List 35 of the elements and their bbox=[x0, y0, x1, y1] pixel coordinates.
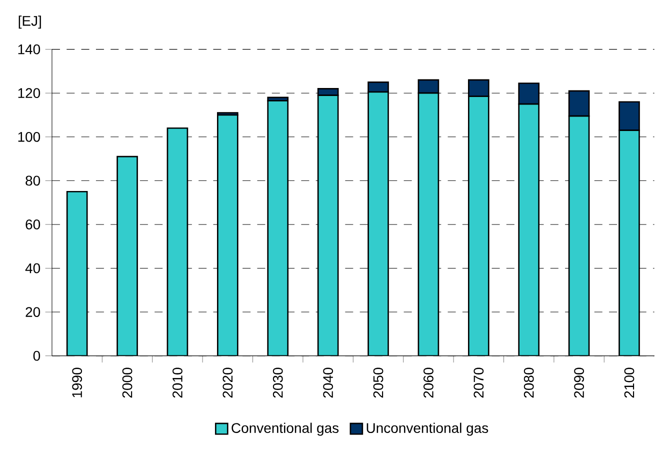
x-tick-label: 2070 bbox=[474, 368, 484, 398]
y-tick-label: 20 bbox=[26, 306, 40, 317]
legend-label: Unconventional gas bbox=[366, 422, 488, 436]
bar bbox=[66, 190, 88, 356]
bar bbox=[116, 156, 138, 356]
y-axis-title: [EJ] bbox=[18, 15, 41, 28]
x-tick-label: 2060 bbox=[424, 368, 434, 398]
bar bbox=[518, 103, 540, 356]
x-tick-label: 2050 bbox=[373, 368, 384, 398]
bar bbox=[368, 91, 389, 356]
y-tick-label: 80 bbox=[26, 176, 40, 186]
x-tick-label: 2080 bbox=[524, 368, 534, 398]
bar bbox=[166, 127, 188, 356]
y-tick-label: 140 bbox=[18, 44, 40, 54]
x-tick-label: 1990 bbox=[72, 368, 82, 398]
bar bbox=[418, 92, 440, 356]
x-tick-label: 2020 bbox=[222, 368, 233, 398]
x-tick-label: 2010 bbox=[172, 368, 182, 398]
bar bbox=[216, 114, 238, 356]
x-tick-label: 2100 bbox=[624, 368, 634, 398]
y-tick-label: 120 bbox=[18, 88, 40, 98]
y-tick-label: 40 bbox=[25, 263, 40, 273]
bar bbox=[468, 95, 490, 356]
bar bbox=[317, 94, 339, 356]
y-tick-label: 60 bbox=[26, 219, 40, 230]
bar bbox=[267, 100, 289, 356]
x-tick-label: 2090 bbox=[574, 368, 584, 398]
legend-label: Conventional gas bbox=[232, 422, 339, 436]
y-tick-label: 0 bbox=[33, 350, 40, 361]
x-tick-label: 2000 bbox=[122, 368, 132, 398]
bar bbox=[568, 115, 590, 356]
y-tick-label: 100 bbox=[18, 132, 40, 142]
x-tick-label: 2040 bbox=[323, 368, 334, 398]
x-tick-label: 2030 bbox=[272, 368, 283, 398]
bar bbox=[618, 129, 640, 356]
